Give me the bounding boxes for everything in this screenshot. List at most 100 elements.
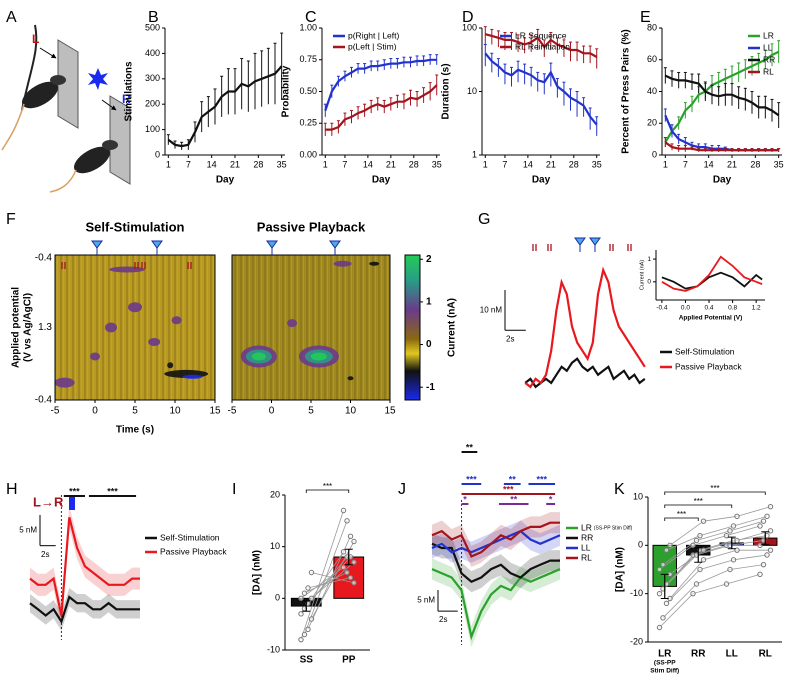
data-point [656, 566, 663, 573]
data-point [347, 533, 354, 540]
data-point [723, 532, 730, 539]
x-tick-label: 28 [253, 159, 263, 169]
paired-line [696, 569, 731, 585]
error-band [432, 533, 560, 593]
colorbar-tick-label: 0 [426, 339, 432, 350]
data-point [308, 616, 315, 622]
data-point [351, 580, 357, 586]
x-tick-label: 15 [384, 406, 396, 417]
series-line [664, 141, 779, 152]
heatmap-blob [251, 352, 266, 361]
panel-letter: F [6, 211, 16, 228]
y-tick-label: 0.25 [299, 118, 317, 128]
data-point [660, 615, 666, 621]
category-note: (SS-PP [654, 660, 676, 667]
data-point [690, 542, 696, 549]
y-tick-label: 0.50 [299, 86, 317, 96]
x-tick-label: 28 [409, 159, 419, 169]
data-point [727, 528, 733, 534]
illustration: L R A [1, 9, 131, 193]
heatmap-blob [105, 322, 117, 333]
y-tick-label: 10 [633, 491, 643, 501]
data-point [351, 538, 357, 545]
data-point [734, 547, 740, 553]
data-point [693, 581, 700, 587]
x-tick-label: RL [759, 649, 772, 660]
y-tick-label: 0 [275, 593, 280, 603]
data-point [347, 574, 354, 581]
legend-label: RL [581, 552, 592, 562]
data-point [305, 585, 311, 591]
event-marker [266, 240, 278, 249]
paired-line [666, 535, 701, 551]
legend-label: p(Right | Left) [348, 30, 400, 40]
scale-label-x: 2s [439, 615, 447, 624]
series-line [431, 529, 561, 554]
x-tick-label: 1 [483, 159, 488, 169]
scale-label-y: 5 nM [19, 525, 37, 534]
data-point [757, 523, 763, 529]
legend-label: LR Sequence [515, 30, 567, 40]
data-point [767, 528, 774, 534]
y-axis-label: Percent of Press Pairs (%) [621, 29, 632, 154]
series-line [431, 568, 561, 641]
data-point [344, 569, 350, 576]
legend-label: RL [763, 66, 774, 76]
data-point [656, 624, 663, 631]
data-point [308, 569, 315, 576]
y-axis-label: [DA] (nM) [615, 547, 626, 592]
heatmap-title: Self-Stimulation [86, 219, 185, 234]
legend-label: p(Left | Stim) [348, 41, 397, 51]
x-tick-label: 14 [363, 159, 373, 169]
legend-label: RR [581, 532, 593, 542]
scale-label-x: 2s [41, 550, 49, 559]
x-tick-label: 7 [186, 159, 191, 169]
paired-line [304, 572, 348, 594]
x-tick-label: 35 [592, 159, 602, 169]
y-tick-label: 20 [270, 489, 280, 499]
paired-line [696, 530, 731, 541]
paired-line [669, 559, 704, 599]
significance-label: * [549, 494, 553, 504]
data-point [351, 559, 357, 565]
data-point [730, 523, 737, 529]
series-line [29, 595, 140, 625]
significance-label: ** [466, 442, 474, 452]
paired-line [659, 593, 694, 628]
x-tick-label: 35 [277, 159, 287, 169]
x-tick-label: 21 [230, 159, 240, 169]
data-point [697, 566, 703, 573]
panel-letter: C [305, 9, 317, 26]
x-axis-label: Day [713, 175, 732, 186]
x-tick-label: 28 [750, 159, 760, 169]
data-point [760, 518, 767, 524]
paired-line [733, 554, 768, 561]
heatmap-blob [333, 260, 352, 267]
y-tick-label: 60 [647, 54, 657, 64]
data-point [301, 590, 308, 596]
y-tick-label: -10 [630, 588, 643, 598]
significance-label: *** [694, 497, 703, 506]
data-point [663, 547, 670, 553]
event-marker [91, 240, 103, 249]
data-point [690, 590, 696, 597]
paired-line [729, 520, 764, 532]
scale-label-x: 2s [506, 334, 514, 343]
event-marker [329, 240, 341, 249]
heatmap-blob [171, 316, 182, 325]
colorbar-tick-label: 1 [426, 297, 432, 308]
y-tick-label: 1 [472, 149, 477, 159]
series-line [661, 271, 763, 290]
data-point [663, 600, 670, 607]
data-point [757, 571, 763, 578]
x-tick-label: 1 [323, 159, 328, 169]
x-tick-label: 35 [774, 159, 784, 169]
significance-label: *** [69, 486, 80, 496]
significance-label: *** [677, 510, 686, 519]
data-point [298, 595, 304, 602]
data-point [693, 537, 700, 544]
x-tick-label: 0.4 [705, 305, 714, 312]
series-line [661, 255, 763, 292]
data-point [308, 595, 315, 602]
x-tick-label: 35 [432, 159, 442, 169]
